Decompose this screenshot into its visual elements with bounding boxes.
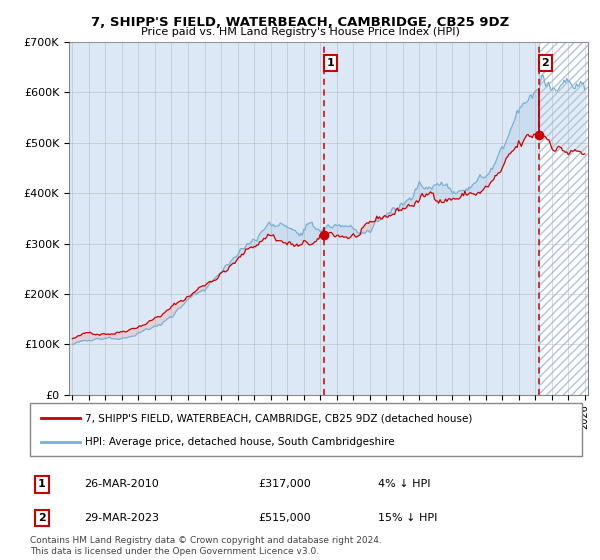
Bar [324,42,539,395]
Text: 15% ↓ HPI: 15% ↓ HPI [378,513,437,523]
Text: 1: 1 [38,479,46,489]
Bar [539,42,593,395]
Text: 7, SHIPP'S FIELD, WATERBEACH, CAMBRIDGE, CB25 9DZ (detached house): 7, SHIPP'S FIELD, WATERBEACH, CAMBRIDGE,… [85,413,473,423]
Text: Contains HM Land Registry data © Crown copyright and database right 2024.
This d: Contains HM Land Registry data © Crown c… [30,536,382,556]
Text: Price paid vs. HM Land Registry's House Price Index (HPI): Price paid vs. HM Land Registry's House … [140,27,460,37]
Text: 29-MAR-2023: 29-MAR-2023 [84,513,159,523]
Text: 2: 2 [542,58,550,68]
Text: £317,000: £317,000 [258,479,311,489]
Text: 1: 1 [326,58,334,68]
Text: 4% ↓ HPI: 4% ↓ HPI [378,479,431,489]
Text: 7, SHIPP'S FIELD, WATERBEACH, CAMBRIDGE, CB25 9DZ: 7, SHIPP'S FIELD, WATERBEACH, CAMBRIDGE,… [91,16,509,29]
Text: 2: 2 [38,513,46,523]
Text: 26-MAR-2010: 26-MAR-2010 [84,479,159,489]
Text: HPI: Average price, detached house, South Cambridgeshire: HPI: Average price, detached house, Sout… [85,436,395,446]
Text: £515,000: £515,000 [258,513,311,523]
